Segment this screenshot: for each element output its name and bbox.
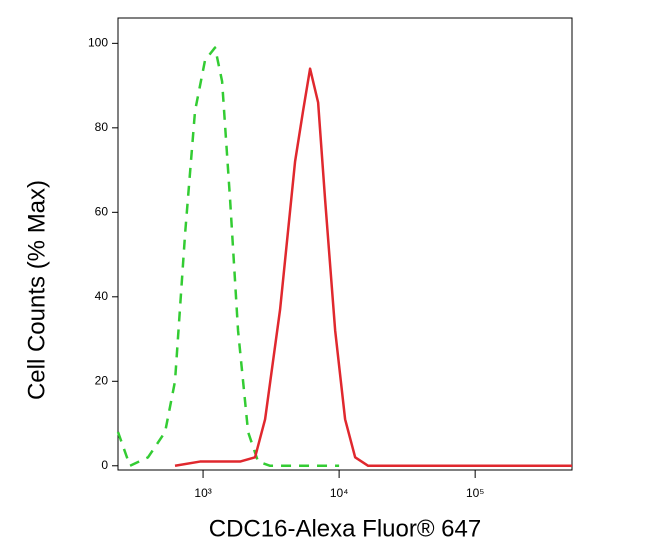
y-axis-title: Cell Counts (% Max) bbox=[23, 180, 50, 400]
histogram-line bbox=[174, 67, 572, 468]
y-tick-label: 20 bbox=[95, 373, 109, 387]
y-tick-label: 60 bbox=[95, 204, 109, 218]
y-tick-label: 0 bbox=[101, 458, 108, 472]
x-axis-title: CDC16-Alexa Fluor® 647 bbox=[209, 515, 481, 542]
x-tick-label: 10³ bbox=[194, 486, 211, 500]
y-tick-label: 80 bbox=[95, 120, 109, 134]
y-tick-label: 100 bbox=[88, 36, 108, 50]
x-tick-label: 10⁵ bbox=[466, 486, 484, 500]
plot-frame bbox=[117, 17, 573, 471]
y-tick-label: 40 bbox=[95, 289, 109, 303]
x-tick-label: 10⁴ bbox=[330, 486, 349, 500]
histogram-line bbox=[116, 46, 340, 468]
